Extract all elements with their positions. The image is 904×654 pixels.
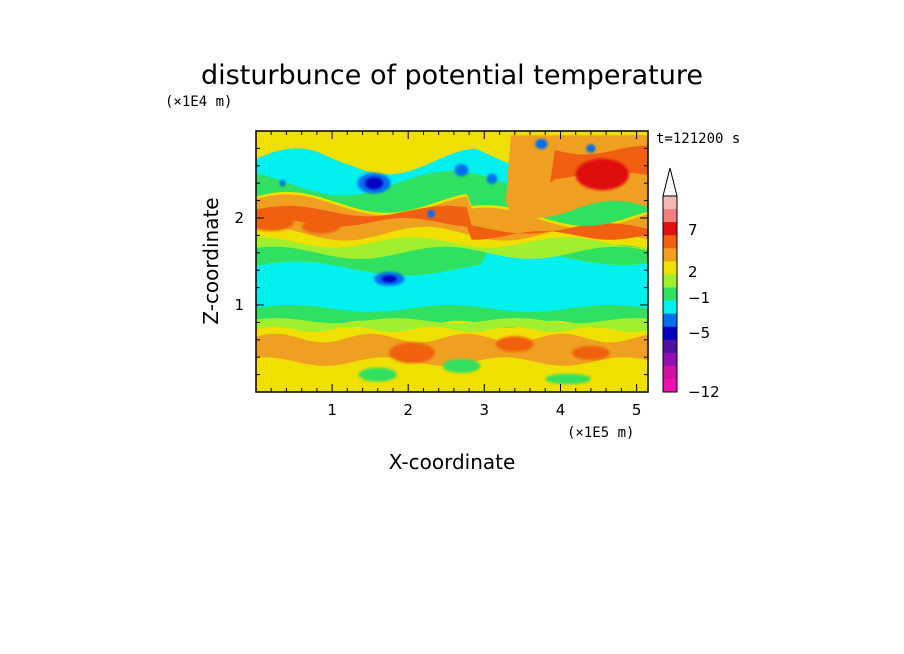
warm-spot-2: [301, 219, 340, 234]
colorbar-swatch: [663, 339, 677, 354]
x-tick-label: 3: [480, 401, 490, 419]
cold-core-4-center: [381, 275, 397, 283]
green-spot-1: [442, 358, 481, 373]
time-label: t=121200 s: [656, 131, 740, 147]
colorbar-swatch: [663, 326, 677, 341]
colorbar-label: 7: [688, 221, 698, 239]
colorbar-swatch: [663, 378, 677, 393]
contour-field: [256, 131, 648, 392]
cyan-spot-1: [282, 154, 321, 169]
colorbar-swatch: [663, 287, 677, 302]
x-tick-label: 4: [556, 401, 566, 419]
cold-core-7: [427, 209, 435, 218]
x-tick-label: 1: [327, 401, 337, 419]
colorbar-label: 2: [688, 263, 698, 281]
colorbar-swatch: [663, 313, 677, 328]
x-axis-label: X-coordinate: [389, 450, 516, 474]
y-tick-label: 2: [234, 209, 244, 227]
warm-spot-4: [571, 345, 610, 360]
cold-core-2: [454, 164, 469, 177]
green-spot-2: [358, 367, 397, 382]
cold-core-5: [535, 138, 548, 150]
colorbar-swatch: [663, 235, 677, 249]
y-unit-label: (×1E4 m): [165, 94, 232, 110]
yellow-green-band-mid: [256, 237, 648, 259]
warm-spot-1: [256, 213, 294, 231]
colorbar-swatch: [663, 300, 677, 315]
colorbar-swatch: [663, 352, 677, 367]
colorbar-swatch: [663, 222, 677, 236]
colorbar-swatch: [663, 248, 677, 262]
cold-core-1-center: [364, 177, 384, 190]
warm-spot-5: [389, 342, 435, 364]
orange-red-band-mid: [256, 205, 648, 240]
green-spot-3: [545, 373, 591, 385]
yellow-green-band-low: [256, 318, 648, 332]
plot-frame: [255, 130, 649, 393]
y-axis-label: Z-coordinate: [199, 197, 223, 324]
y-tick-labels: 12: [234, 209, 244, 314]
colorbar: 7 2 −1 −5 −12: [662, 167, 720, 401]
x-tick-label: 5: [632, 401, 642, 419]
colorbar-swatch: [663, 274, 677, 288]
lower-orange-band: [256, 333, 648, 366]
cold-core-6: [586, 144, 596, 153]
y-tick-label: 1: [234, 296, 244, 314]
colorbar-label: −12: [688, 383, 720, 401]
cyan-band: [256, 251, 648, 312]
x-unit-label: (×1E5 m): [567, 425, 634, 441]
chart-title: disturbunce of potential temperature: [201, 60, 703, 91]
colorbar-swatch: [663, 365, 677, 380]
x-tick-labels: 1 2 3 4 5: [327, 401, 641, 419]
cold-core-3: [486, 173, 498, 184]
colorbar-swatch: [663, 261, 677, 275]
green-band-mid: [256, 245, 648, 276]
warm-spot-3: [575, 158, 629, 191]
axis-ticks: [256, 131, 648, 392]
colorbar-swatch: [663, 209, 677, 223]
orange-band-upper-right: [256, 135, 648, 218]
x-tick-label: 2: [403, 401, 413, 419]
colorbar-label: −5: [688, 324, 710, 342]
red-band-upper-right: [256, 145, 648, 184]
colorbar-swatch: [663, 196, 677, 210]
cold-core-8: [279, 179, 286, 187]
colorbar-arrow: [662, 167, 678, 197]
warm-spot-6: [495, 336, 534, 352]
colorbar-label: −1: [688, 289, 710, 307]
